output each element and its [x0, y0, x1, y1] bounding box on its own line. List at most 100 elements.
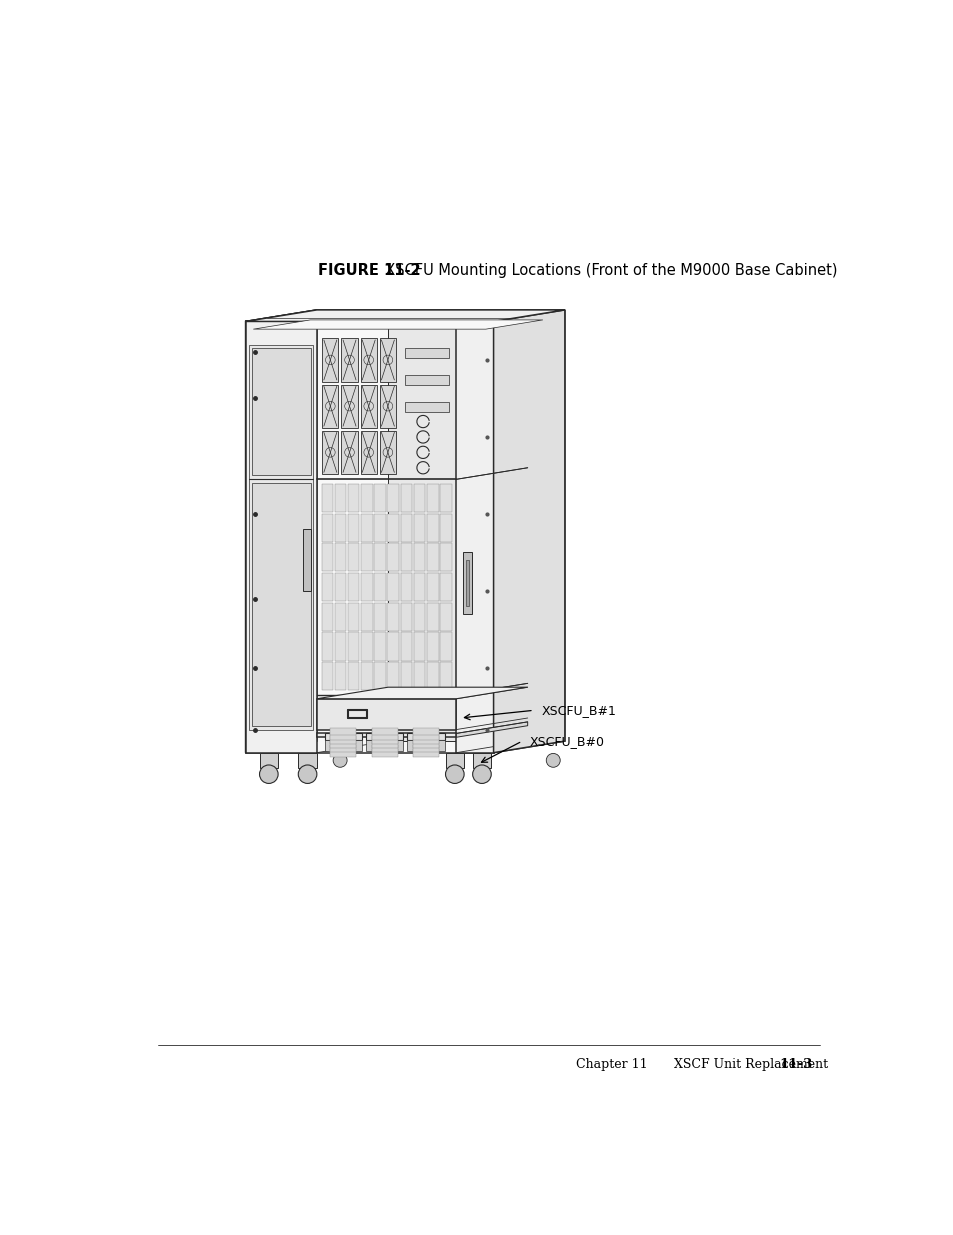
Polygon shape	[245, 310, 564, 321]
Polygon shape	[341, 384, 357, 427]
Polygon shape	[456, 321, 493, 752]
Polygon shape	[413, 736, 438, 743]
Polygon shape	[407, 740, 444, 751]
Polygon shape	[413, 732, 438, 740]
Polygon shape	[252, 348, 311, 475]
Polygon shape	[400, 662, 412, 690]
Polygon shape	[330, 741, 356, 748]
Polygon shape	[387, 603, 398, 631]
Polygon shape	[322, 431, 338, 474]
Polygon shape	[321, 573, 333, 601]
Polygon shape	[321, 484, 333, 513]
Polygon shape	[439, 484, 452, 513]
Polygon shape	[360, 573, 373, 601]
Polygon shape	[414, 662, 425, 690]
Polygon shape	[374, 573, 385, 601]
Polygon shape	[379, 431, 395, 474]
Polygon shape	[374, 603, 385, 631]
Polygon shape	[330, 736, 356, 743]
Polygon shape	[298, 752, 316, 768]
Polygon shape	[400, 573, 412, 601]
Polygon shape	[387, 632, 398, 661]
Polygon shape	[330, 750, 356, 757]
Polygon shape	[400, 543, 412, 572]
Polygon shape	[316, 687, 527, 699]
Polygon shape	[405, 348, 448, 358]
Polygon shape	[400, 632, 412, 661]
Polygon shape	[407, 734, 444, 740]
Polygon shape	[439, 603, 452, 631]
Circle shape	[333, 753, 347, 767]
Polygon shape	[330, 727, 356, 735]
Polygon shape	[445, 752, 464, 768]
Polygon shape	[360, 632, 373, 661]
Text: Chapter 11: Chapter 11	[576, 1058, 647, 1071]
Polygon shape	[414, 603, 425, 631]
Polygon shape	[374, 632, 385, 661]
Polygon shape	[472, 752, 491, 768]
Polygon shape	[427, 573, 438, 601]
Polygon shape	[439, 632, 452, 661]
Polygon shape	[374, 543, 385, 572]
Polygon shape	[360, 338, 376, 382]
Text: 11-3: 11-3	[779, 1058, 812, 1071]
Polygon shape	[360, 484, 373, 513]
Polygon shape	[366, 740, 403, 751]
Polygon shape	[374, 662, 385, 690]
Polygon shape	[465, 561, 468, 606]
Polygon shape	[322, 384, 338, 427]
Polygon shape	[413, 727, 438, 735]
Polygon shape	[348, 603, 359, 631]
Polygon shape	[493, 310, 564, 752]
Polygon shape	[245, 321, 493, 752]
Text: XSCF Unit Replacement: XSCF Unit Replacement	[661, 1058, 827, 1071]
Polygon shape	[348, 573, 359, 601]
Polygon shape	[259, 752, 278, 768]
Polygon shape	[387, 573, 398, 601]
Polygon shape	[360, 384, 376, 427]
Polygon shape	[371, 745, 397, 752]
Polygon shape	[245, 321, 316, 752]
Polygon shape	[374, 484, 385, 513]
Polygon shape	[371, 736, 397, 743]
Polygon shape	[348, 543, 359, 572]
Polygon shape	[400, 514, 412, 542]
Polygon shape	[387, 514, 398, 542]
Polygon shape	[321, 662, 333, 690]
Polygon shape	[324, 740, 362, 751]
Polygon shape	[324, 734, 362, 740]
Polygon shape	[414, 484, 425, 513]
Polygon shape	[335, 603, 346, 631]
Polygon shape	[427, 603, 438, 631]
Circle shape	[298, 764, 316, 783]
Polygon shape	[414, 573, 425, 601]
Polygon shape	[400, 484, 412, 513]
Polygon shape	[360, 514, 373, 542]
Polygon shape	[371, 741, 397, 748]
Polygon shape	[387, 662, 398, 690]
Polygon shape	[341, 338, 357, 382]
Circle shape	[546, 753, 559, 767]
Polygon shape	[335, 514, 346, 542]
Polygon shape	[335, 543, 346, 572]
Polygon shape	[462, 552, 472, 614]
Polygon shape	[360, 431, 376, 474]
Polygon shape	[427, 632, 438, 661]
Polygon shape	[360, 603, 373, 631]
Circle shape	[472, 764, 491, 783]
Polygon shape	[335, 662, 346, 690]
Polygon shape	[371, 727, 397, 735]
Polygon shape	[321, 632, 333, 661]
Polygon shape	[413, 745, 438, 752]
Polygon shape	[348, 484, 359, 513]
Polygon shape	[400, 603, 412, 631]
Polygon shape	[456, 721, 527, 737]
Polygon shape	[322, 338, 338, 382]
Polygon shape	[413, 750, 438, 757]
Polygon shape	[330, 745, 356, 752]
Circle shape	[259, 764, 278, 783]
Polygon shape	[252, 483, 311, 726]
Polygon shape	[321, 543, 333, 572]
Polygon shape	[348, 662, 359, 690]
Polygon shape	[371, 750, 397, 757]
